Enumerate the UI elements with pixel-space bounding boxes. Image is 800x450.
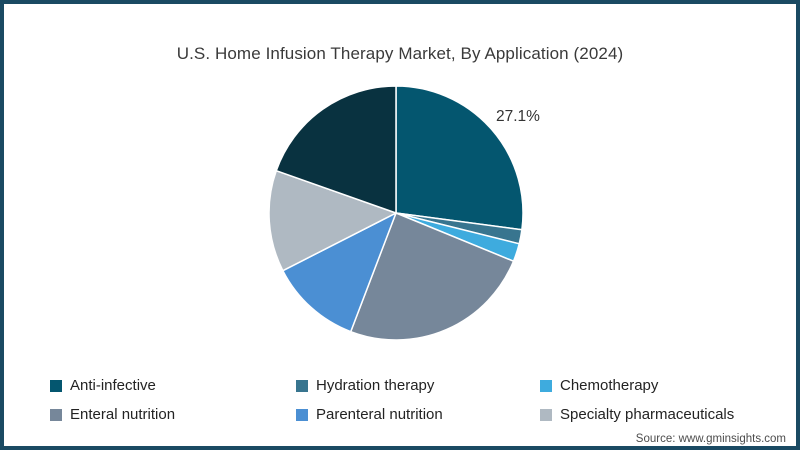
legend-item-hydration-therapy[interactable]: Hydration therapy [296, 377, 434, 394]
legend-item-enteral-nutrition[interactable]: Enteral nutrition [50, 406, 175, 423]
pie-slice-specialty-pharmaceuticals[interactable] [268, 169, 397, 272]
legend-label-parenteral-nutrition: Parenteral nutrition [316, 406, 443, 423]
legend-swatch-chemotherapy [540, 379, 552, 392]
legend-swatch-parenteral-nutrition [296, 408, 308, 421]
pie-slice-unlabeled[interactable] [275, 85, 397, 214]
legend-item-chemotherapy[interactable]: Chemotherapy [540, 377, 658, 394]
legend-item-specialty-pharmaceuticals[interactable]: Specialty pharmaceuticals [540, 406, 734, 423]
legend-label-enteral-nutrition: Enteral nutrition [70, 406, 176, 423]
legend-swatch-specialty-pharmaceuticals [540, 408, 552, 421]
pie-slice-parenteral-nutrition[interactable] [282, 212, 397, 333]
source-attribution: Source: www.gminsights.com [635, 433, 786, 445]
chart-legend: Anti-infective Hydration therapy Chemoth… [4, 4, 796, 446]
chart-title: U.S. Home Infusion Therapy Market, By Ap… [176, 44, 624, 63]
pie-slice-enteral-nutrition[interactable] [349, 212, 515, 341]
legend-label-hydration-therapy: Hydration therapy [316, 377, 435, 394]
pie-data-label: 27.1% [496, 108, 540, 125]
legend-swatch-anti-infective [50, 379, 62, 392]
legend-label-specialty-pharmaceuticals: Specialty pharmaceuticals [560, 406, 735, 423]
legend-label-chemotherapy: Chemotherapy [560, 377, 659, 394]
legend-swatch-enteral-nutrition [50, 408, 62, 421]
legend-label-anti-infective: Anti-infective [70, 377, 156, 394]
pie-slice-anti-infective[interactable] [395, 85, 524, 231]
legend-item-anti-infective[interactable]: Anti-infective [50, 377, 156, 394]
pie-chart [261, 78, 531, 348]
pie-svg [268, 85, 524, 341]
legend-swatch-hydration-therapy [296, 379, 308, 392]
legend-item-parenteral-nutrition[interactable]: Parenteral nutrition [296, 406, 443, 423]
